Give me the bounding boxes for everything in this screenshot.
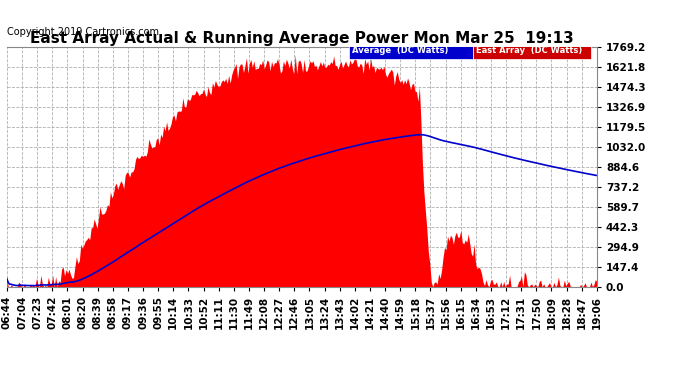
FancyBboxPatch shape: [349, 42, 473, 59]
Text: East Array  (DC Watts): East Array (DC Watts): [476, 46, 582, 55]
Text: Average  (DC Watts): Average (DC Watts): [352, 46, 449, 55]
Title: East Array Actual & Running Average Power Mon Mar 25  19:13: East Array Actual & Running Average Powe…: [30, 31, 574, 46]
Text: Copyright 2019 Cartronics.com: Copyright 2019 Cartronics.com: [7, 27, 159, 37]
FancyBboxPatch shape: [473, 42, 591, 59]
